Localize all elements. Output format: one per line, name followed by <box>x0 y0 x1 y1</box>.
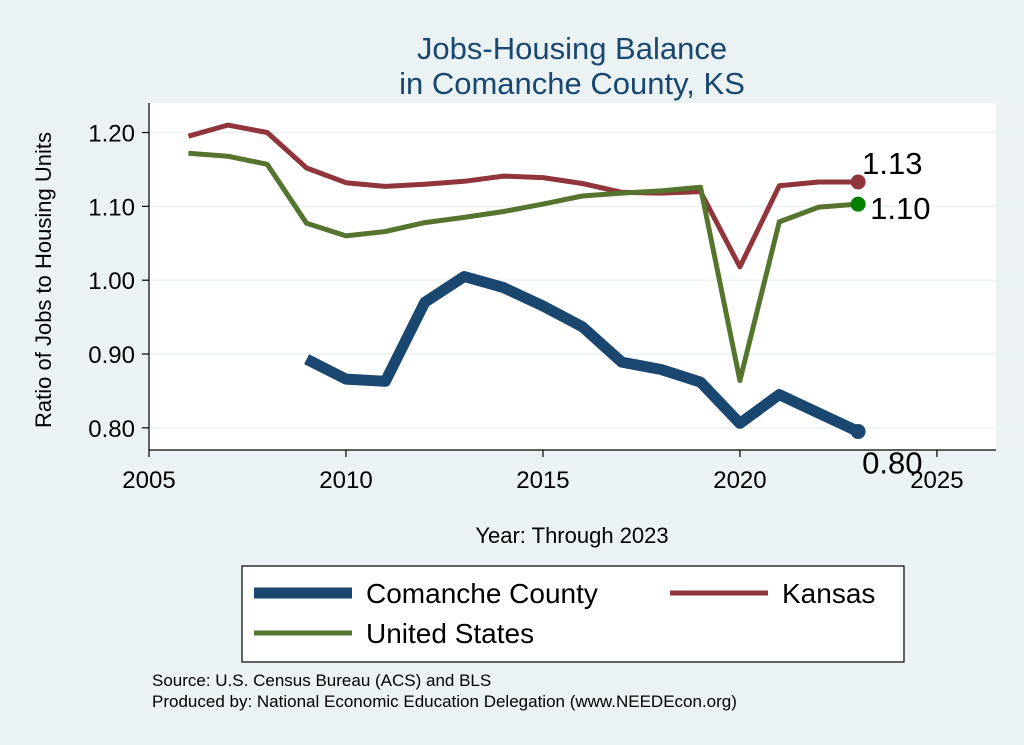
y-tick-label: 1.20 <box>88 121 135 148</box>
axes: 0.80 0.90 1.00 1.10 1.20 2005 2010 2015 2020 2025 <box>88 103 996 494</box>
legend-label-us: United States <box>366 618 534 649</box>
series-line-kansas <box>187 122 859 270</box>
y-axis-title: Ratio of Jobs to Housing Units <box>31 132 56 428</box>
y-tick-label: 0.80 <box>88 416 135 443</box>
legend-label-comanche: Comanche County <box>366 578 598 609</box>
legend-label-kansas: Kansas <box>782 578 875 609</box>
x-tick-label: 2020 <box>713 467 766 494</box>
x-tick-label: 2015 <box>516 467 569 494</box>
chart-title-line-1: Jobs-Housing Balance <box>417 31 727 66</box>
legend: Comanche County Kansas United States <box>241 565 905 663</box>
series-line-us <box>188 150 859 384</box>
series-lines <box>187 122 861 437</box>
end-label-kansas: 1.13 <box>862 146 922 181</box>
source-note: Source: U.S. Census Bureau (ACS) and BLS <box>152 671 491 690</box>
producer-note: Produced by: National Economic Education… <box>152 692 737 711</box>
end-marker-us <box>850 196 866 212</box>
plot-area <box>149 103 996 450</box>
x-tick-label: 2025 <box>910 467 963 494</box>
x-axis-title: Year: Through 2023 <box>475 523 668 548</box>
y-tick-label: 1.00 <box>88 268 135 295</box>
y-tick-label: 1.10 <box>88 194 135 221</box>
x-tick-label: 2005 <box>122 467 175 494</box>
end-marker-kansas <box>850 174 866 190</box>
end-marker-comanche <box>850 424 866 440</box>
end-markers <box>850 174 866 440</box>
end-label-us: 1.10 <box>870 191 930 226</box>
end-labels: 0.80 1.13 1.10 <box>862 146 930 481</box>
end-label-comanche: 0.80 <box>862 446 922 481</box>
x-tick-label: 2010 <box>319 467 372 494</box>
chart-title-line-2: in Comanche County, KS <box>399 66 745 101</box>
series-line-comanche <box>304 271 861 437</box>
legend-box <box>241 565 905 663</box>
y-tick-label: 0.90 <box>88 342 135 369</box>
